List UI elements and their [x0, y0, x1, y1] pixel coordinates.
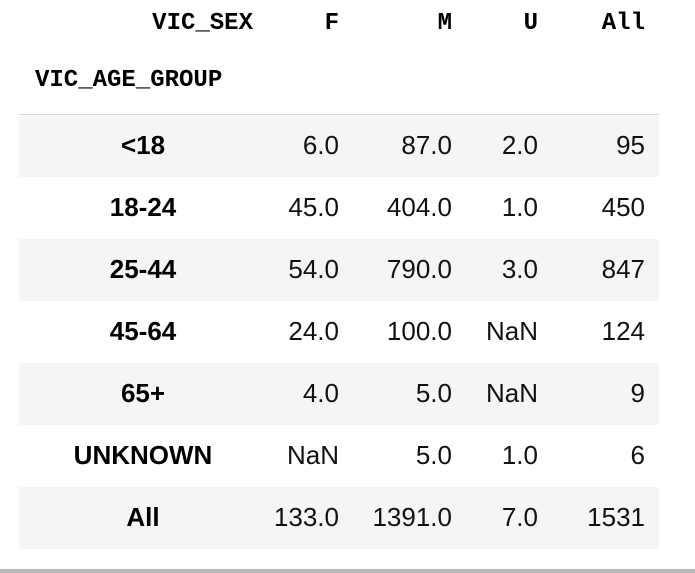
row-label: 25-44 [109, 254, 177, 284]
table-cell: 54.0 [288, 254, 339, 284]
column-header-m: M [437, 9, 452, 37]
table-cell: NaN [286, 440, 339, 470]
column-header-u: U [523, 9, 538, 37]
row-label: 18-24 [109, 192, 177, 222]
table-row: UNKNOWN NaN 5.0 1.0 6 [19, 425, 659, 487]
table-cell: 6.0 [302, 130, 339, 161]
table-cell: 24.0 [288, 316, 339, 346]
table-row: 65+ 4.0 5.0 NaN 9 [19, 362, 659, 425]
table-row: <18 6.0 87.0 2.0 95 [19, 114, 659, 177]
table-cell: 847 [601, 254, 645, 284]
table-row: 45-64 24.0 100.0 NaN 124 [19, 301, 659, 363]
empty-header-cell [353, 46, 466, 115]
table-cell: 45.0 [288, 192, 339, 222]
table-cell: 1391.0 [372, 502, 452, 532]
empty-header-cell [267, 46, 353, 115]
row-label: UNKNOWN [73, 440, 213, 470]
row-label: All [126, 502, 160, 532]
table-cell: 9 [630, 378, 645, 408]
column-header-row: VIC_SEX F M U All [19, 0, 659, 46]
column-header-f: F [324, 9, 339, 37]
table-cell: 1531 [587, 502, 645, 532]
row-label: 65+ [120, 378, 166, 408]
table-cell: 2.0 [501, 130, 538, 161]
columns-name-label: VIC_SEX [152, 9, 253, 37]
table-cell: 790.0 [386, 254, 452, 284]
empty-header-cell [466, 46, 552, 115]
table-row: 25-44 54.0 790.0 3.0 847 [19, 238, 659, 301]
table-row: All 133.0 1391.0 7.0 1531 [19, 486, 659, 549]
table-cell: 450 [601, 192, 645, 222]
table-cell: 404.0 [386, 192, 452, 222]
index-header-row: VIC_AGE_GROUP [19, 46, 659, 115]
table-cell: 1.0 [501, 440, 538, 470]
table-cell: 87.0 [401, 130, 452, 161]
output-bottom-border [0, 569, 695, 573]
table-cell: 1.0 [501, 192, 538, 222]
row-label: <18 [120, 130, 166, 161]
table-cell: 4.0 [302, 378, 339, 408]
index-name-label: VIC_AGE_GROUP [35, 66, 223, 94]
empty-header-cell [552, 46, 659, 115]
table-cell: 7.0 [501, 502, 538, 532]
table-cell: 133.0 [273, 502, 339, 532]
row-label: 45-64 [109, 316, 177, 346]
table-cell: 100.0 [386, 316, 452, 346]
table-cell: 6 [630, 440, 645, 470]
table-cell: 5.0 [415, 440, 452, 470]
column-header-all: All [601, 9, 645, 37]
table-cell: 5.0 [415, 378, 452, 408]
table-cell: 3.0 [501, 254, 538, 284]
table-row: 18-24 45.0 404.0 1.0 450 [19, 177, 659, 239]
table-cell: NaN [485, 378, 538, 408]
table-cell: 95 [616, 130, 645, 161]
crosstab-table: VIC_SEX F M U All VIC_AGE_GROUP <18 6.0 … [19, 0, 659, 549]
table-cell: NaN [485, 316, 538, 346]
table-cell: 124 [601, 316, 645, 346]
